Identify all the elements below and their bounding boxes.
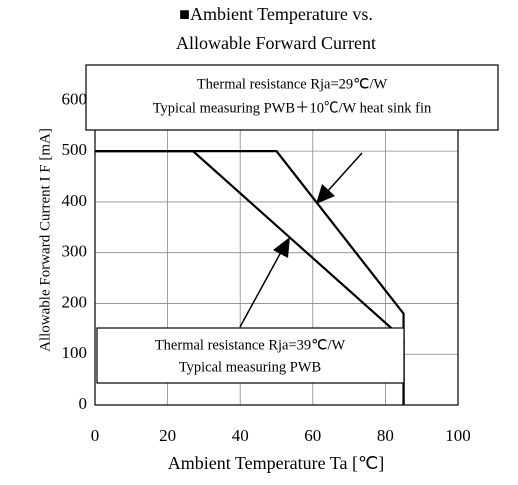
y-tick-label: 100 xyxy=(62,343,88,362)
y-tick-label: 0 xyxy=(79,394,88,413)
y-axis-label: Allowable Forward Current I F [mA] xyxy=(37,128,53,352)
x-tick-label: 20 xyxy=(159,426,176,445)
annotation-text: Typical measuring PWB＋10℃/W heat sink fi… xyxy=(153,100,432,116)
annotation-box xyxy=(96,327,405,384)
arrow xyxy=(239,251,282,328)
chart-title: Allowable Forward Current xyxy=(176,33,376,53)
y-tick-label: 400 xyxy=(62,191,88,210)
x-tick-label: 0 xyxy=(91,426,100,445)
y-tick-label: 500 xyxy=(62,140,88,159)
x-tick-label: 80 xyxy=(377,426,394,445)
annotations: Thermal resistance Rja=29℃/W Typical mea… xyxy=(85,64,499,384)
x-tick-label: 40 xyxy=(232,426,249,445)
annotation-text: Thermal resistance Rja=39℃/W xyxy=(155,337,346,353)
annotation-text: Thermal resistance Rja=29℃/W xyxy=(197,76,388,92)
arrow-head xyxy=(316,184,335,204)
x-tick-label: 100 xyxy=(445,426,471,445)
arrow xyxy=(325,152,363,194)
y-tick-label: 200 xyxy=(62,292,88,311)
y-tick-label: 600 xyxy=(62,89,88,108)
chart-title: ■Ambient Temperature vs. xyxy=(179,4,373,24)
arrow-head xyxy=(273,237,290,258)
annotation-box xyxy=(85,64,499,131)
y-tick-label: 300 xyxy=(62,242,88,261)
annotation-text: Typical measuring PWB xyxy=(179,359,321,375)
x-axis-label: Ambient Temperature Ta [℃] xyxy=(168,453,384,473)
x-tick-label: 60 xyxy=(304,426,321,445)
plot-area: 0 100 200 300 400 500 600 0 20 40 60 80 100 xyxy=(62,74,471,445)
